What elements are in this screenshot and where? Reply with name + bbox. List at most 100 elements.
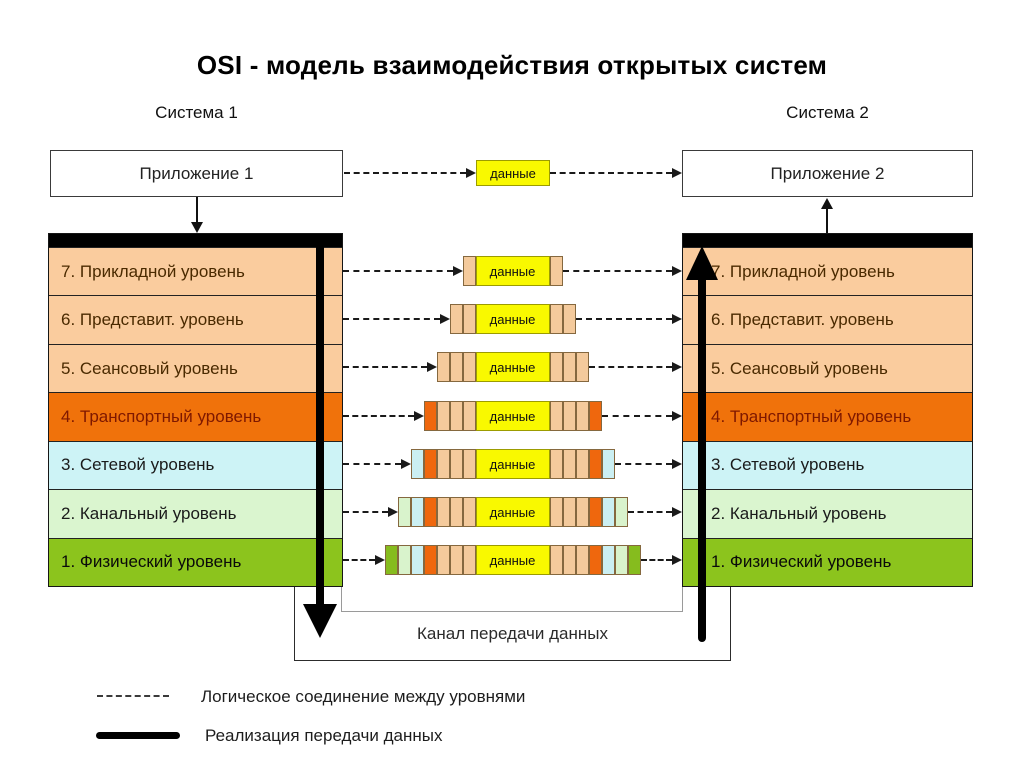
arrowhead-icon — [426, 362, 437, 372]
arrowhead-icon — [672, 168, 682, 178]
layer-label: 7. Прикладной уровень — [61, 261, 245, 281]
layer-row-3-left: 3. Сетевой уровень — [49, 440, 342, 490]
upper-header-segment — [462, 352, 476, 382]
packet-row-2: данные — [343, 497, 682, 527]
stack-to-app2-arrowhead-icon — [821, 198, 833, 209]
arrowhead-icon — [672, 555, 682, 565]
transport-header-segment — [588, 449, 602, 479]
layer-label: 3. Сетевой уровень — [711, 455, 865, 475]
packet-layer7: данные — [462, 256, 563, 286]
realisation-down-arrowhead-icon — [303, 604, 337, 638]
upper-header-segment — [575, 449, 589, 479]
packet-row-app: данные — [344, 159, 682, 187]
logical-link-left — [344, 168, 476, 178]
stack2-top-bar — [683, 234, 972, 247]
upper-header-segment — [449, 352, 463, 382]
logical-link-left — [343, 459, 411, 469]
transport-header-segment — [423, 449, 437, 479]
network-header-segment — [601, 449, 615, 479]
logical-link-left — [343, 266, 463, 276]
arrowhead-icon — [672, 411, 682, 421]
app1-to-stack-arrow-line — [196, 197, 198, 224]
logical-link-left — [343, 507, 398, 517]
stack-to-app2-arrow-line — [826, 207, 828, 233]
network-header-segment — [410, 497, 424, 527]
layer-label: 3. Сетевой уровень — [61, 455, 215, 475]
packet-row-5: данные — [343, 352, 682, 382]
layer-row-2-left: 2. Канальный уровень — [49, 489, 342, 538]
arrowhead-icon — [672, 507, 682, 517]
physical-header-segment — [627, 545, 641, 575]
upper-header-segment — [549, 256, 563, 286]
arrowhead-icon — [672, 266, 682, 276]
logical-link-right — [614, 459, 682, 469]
upper-header-segment — [462, 256, 476, 286]
upper-header-segment — [549, 545, 563, 575]
datalink-header-segment — [614, 545, 628, 575]
upper-header-segment — [462, 449, 476, 479]
data-segment: данные — [476, 160, 550, 186]
logical-link-right — [575, 314, 682, 324]
upper-header-segment — [436, 352, 450, 382]
upper-header-segment — [562, 304, 576, 334]
data-segment: данные — [475, 497, 550, 527]
stack-system1: 7. Прикладной уровень 6. Представит. уро… — [48, 233, 343, 587]
layer-row-5-right: 5. Сеансовый уровень — [683, 343, 972, 393]
layer-row-4-right: 4. Транспортный уровень — [683, 392, 972, 441]
application2-box: Приложение 2 — [682, 150, 973, 197]
packet-row-4: данные — [343, 401, 682, 431]
upper-header-segment — [549, 449, 563, 479]
logical-link-left — [343, 314, 450, 324]
layer-label: 2. Канальный уровень — [61, 503, 237, 523]
transport-header-segment — [423, 545, 437, 575]
upper-header-segment — [575, 497, 589, 527]
layer-label: 1. Физический уровень — [61, 552, 242, 572]
network-header-segment — [410, 449, 424, 479]
transport-header-segment — [588, 545, 602, 575]
upper-header-segment — [449, 449, 463, 479]
layer-row-4-left: 4. Транспортный уровень — [49, 392, 342, 441]
packet-row-1: данные — [343, 545, 682, 575]
upper-header-segment — [462, 497, 476, 527]
layer-label: 4. Транспортный уровень — [61, 406, 262, 426]
packet-app: данные — [476, 160, 550, 186]
layer-label: 7. Прикладной уровень — [711, 261, 895, 281]
logical-link-right — [601, 411, 682, 421]
upper-header-segment — [449, 545, 463, 575]
upper-header-segment — [549, 401, 563, 431]
arrowhead-icon — [466, 168, 476, 178]
data-segment: данные — [475, 256, 550, 286]
upper-header-segment — [436, 497, 450, 527]
layer-label: 2. Канальный уровень — [711, 503, 887, 523]
upper-header-segment — [575, 352, 589, 382]
arrowhead-icon — [413, 411, 424, 421]
legend-dashed-line-sample — [97, 695, 169, 697]
datalink-header-segment — [614, 497, 628, 527]
transport-header-segment — [423, 401, 437, 431]
packet-row-7: данные — [343, 256, 682, 286]
upper-header-segment — [449, 497, 463, 527]
legend-solid-line-sample — [96, 732, 180, 739]
upper-header-segment — [562, 401, 576, 431]
upper-header-segment — [562, 545, 576, 575]
application1-box: Приложение 1 — [50, 150, 343, 197]
packet-layer6: данные — [449, 304, 576, 334]
layer-label: 4. Транспортный уровень — [711, 406, 912, 426]
upper-header-segment — [436, 545, 450, 575]
legend-dashed-label: Логическое соединение между уровнями — [201, 687, 526, 706]
logical-link-right — [640, 555, 682, 565]
arrowhead-icon — [439, 314, 450, 324]
layer-row-1-left: 1. Физический уровень — [49, 537, 342, 586]
arrowhead-icon — [672, 314, 682, 324]
data-segment: данные — [475, 401, 550, 431]
upper-header-segment — [549, 497, 563, 527]
network-header-segment — [601, 497, 615, 527]
network-header-segment — [601, 545, 615, 575]
layer-row-6-right: 6. Представит. уровень — [683, 295, 972, 344]
upper-header-segment — [436, 401, 450, 431]
system1-label: Система 1 — [155, 103, 238, 122]
packet-row-3: данные — [343, 449, 682, 479]
packet-layer2: данные — [397, 497, 628, 527]
layer-row-7-left: 7. Прикладной уровень — [49, 247, 342, 296]
logical-link-right — [562, 266, 682, 276]
